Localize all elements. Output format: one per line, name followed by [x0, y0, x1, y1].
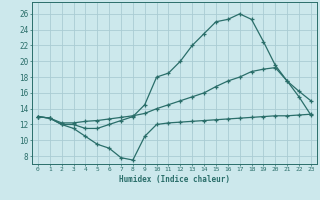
X-axis label: Humidex (Indice chaleur): Humidex (Indice chaleur): [119, 175, 230, 184]
